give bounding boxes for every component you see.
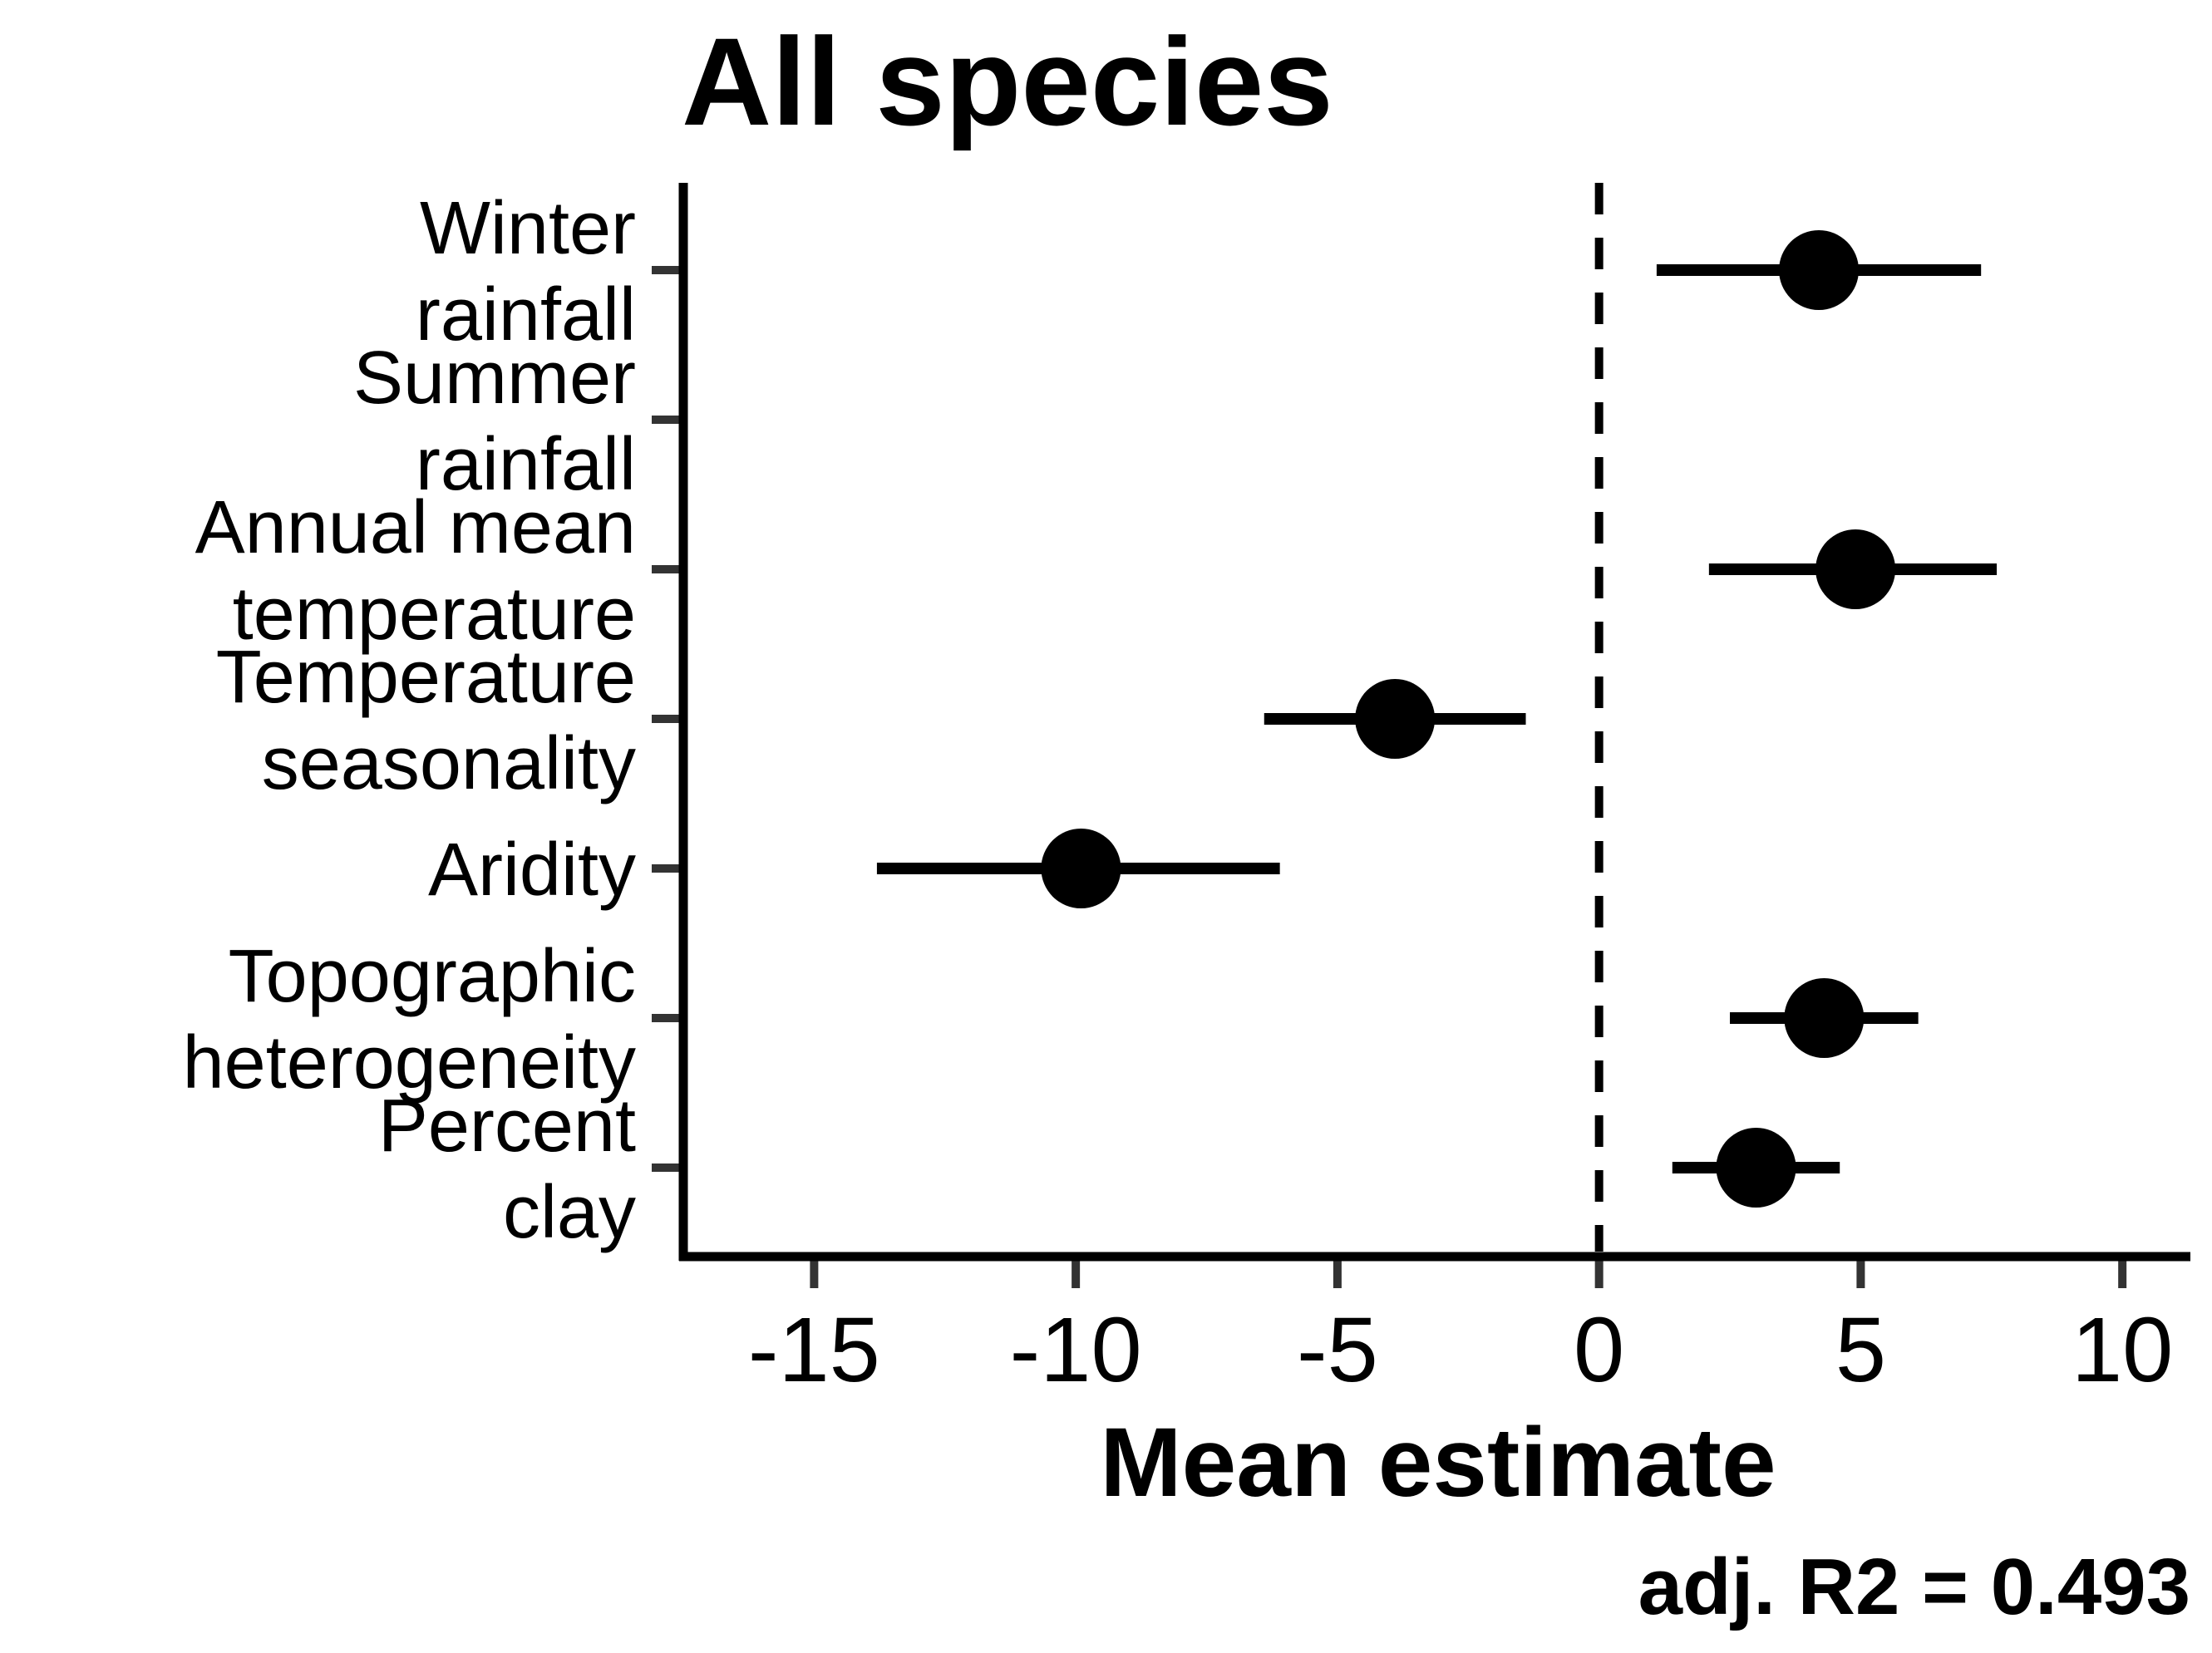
y-category-label: Temperature xyxy=(216,636,636,719)
y-axis-ticks xyxy=(652,266,679,1172)
y-category-label: Annual mean xyxy=(195,486,636,569)
y-category-label: Summer xyxy=(353,337,636,420)
estimate-point xyxy=(1779,230,1860,310)
r-squared-annotation: adj. R2 = 0.493 xyxy=(1638,1542,2190,1631)
x-tick-label: -15 xyxy=(748,1299,880,1401)
x-tick-label: 5 xyxy=(1835,1299,1886,1401)
estimate-point xyxy=(1815,529,1896,609)
y-category-label: clay xyxy=(503,1171,636,1254)
x-tick-label: -5 xyxy=(1297,1299,1378,1401)
x-tick-label: -10 xyxy=(1010,1299,1142,1401)
x-axis-labels: -15 -10 -5 0 5 10 xyxy=(748,1299,2173,1401)
estimate-point xyxy=(1355,679,1436,759)
y-category-label: heterogeneity xyxy=(183,1021,636,1104)
x-tick-label: 0 xyxy=(1574,1299,1624,1401)
y-category-label: temperature xyxy=(233,573,636,656)
y-category-label: Aridity xyxy=(428,829,636,912)
y-category-label: seasonality xyxy=(262,722,636,805)
x-axis-ticks xyxy=(810,1261,2127,1288)
y-category-label: rainfall xyxy=(416,273,636,357)
chart-title: All species xyxy=(682,12,1333,151)
y-category-label: Winter xyxy=(420,187,636,270)
x-tick-label: 10 xyxy=(2072,1299,2173,1401)
x-axis-title: Mean estimate xyxy=(1100,1408,1776,1518)
estimate-point xyxy=(1716,1128,1796,1208)
estimate-marks xyxy=(876,230,1998,1208)
y-category-label: Percent xyxy=(378,1085,636,1168)
estimate-point xyxy=(1784,978,1865,1058)
y-category-label: Topographic xyxy=(229,935,636,1018)
y-category-label: rainfall xyxy=(416,423,636,506)
estimate-point xyxy=(1041,829,1121,908)
